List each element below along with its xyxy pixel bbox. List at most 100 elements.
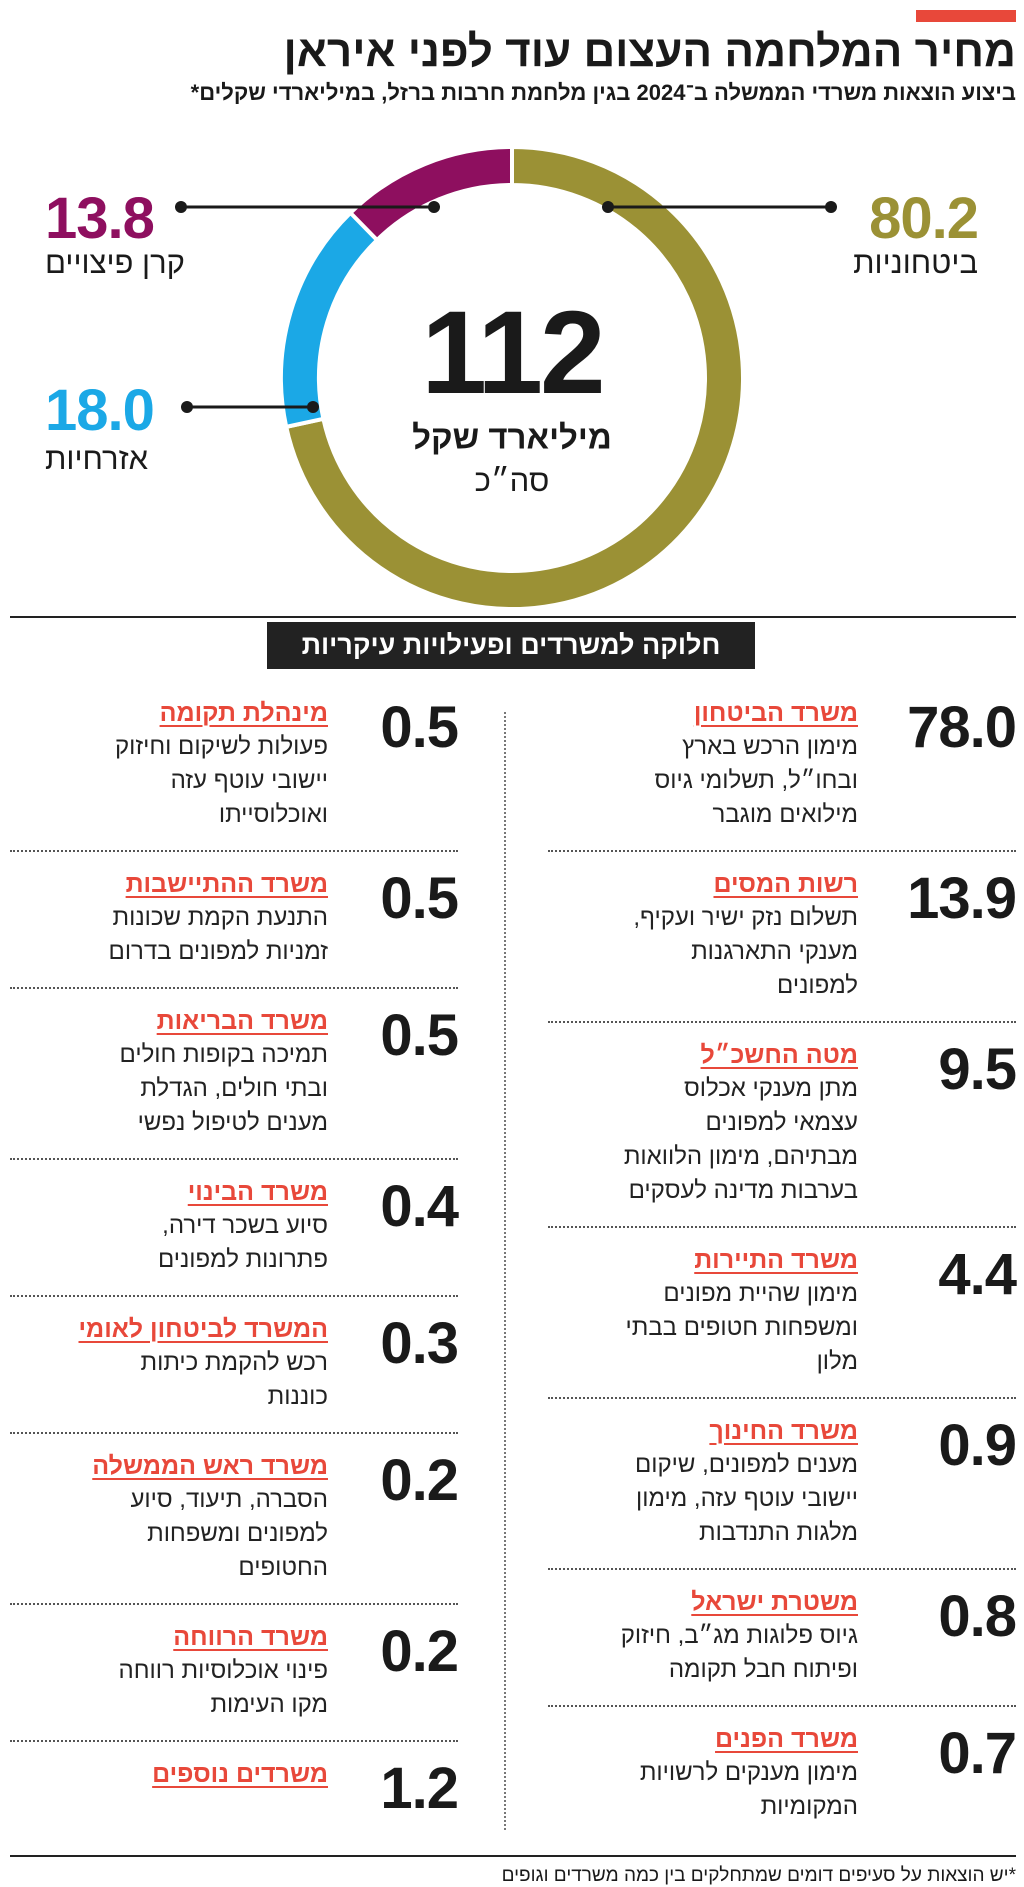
item-title: מינהלת תקומה — [159, 699, 328, 727]
leader-dot — [307, 401, 319, 413]
item-title: משרד החינוך — [709, 1417, 858, 1445]
item-description: עצמאי למפונים — [705, 1109, 858, 1136]
item-description: יישובי עוטף עזה, מימון — [636, 1485, 858, 1512]
item-description: מימון שהיית מפונים — [663, 1280, 858, 1307]
item-title: משרדים נוספים — [152, 1760, 328, 1788]
item-description: הסברה, תיעוד, סיוע — [130, 1486, 328, 1513]
item-description: מלגות התנדבות — [698, 1519, 858, 1546]
item-separator — [548, 1568, 1016, 1570]
item-value: 0.4 — [380, 1174, 459, 1239]
item-description: מקו העימות — [210, 1691, 328, 1718]
item-separator — [548, 1226, 1016, 1228]
item-value: 0.5 — [380, 1003, 459, 1068]
accent-bar — [916, 10, 1016, 22]
item-description: ואוכלוסייתו — [218, 801, 328, 828]
item-separator — [10, 1158, 458, 1160]
segment-name: אזרחיות — [45, 441, 149, 476]
item-description: ומשפחות חטופים בבתי — [625, 1314, 859, 1341]
item-title: משרד הבריאות — [156, 1007, 328, 1035]
donut-segment — [283, 144, 745, 611]
item-separator — [548, 1705, 1016, 1707]
item-value: 0.8 — [938, 1584, 1017, 1649]
section-heading: חלוקה למשרדים ופעילויות עיקריות — [267, 622, 755, 669]
item-description: רכש להקמת כיתות — [140, 1349, 329, 1376]
item-description: ובחו״ל, תשלומי גיוס — [654, 767, 858, 794]
center-unit: מיליארד שקל — [412, 419, 612, 456]
center-label: סה״כ — [475, 463, 550, 498]
item-title: משרד הרווחה — [173, 1623, 328, 1651]
item-value: 0.5 — [380, 695, 459, 760]
item-description: פינוי אוכלוסיות רווחה — [118, 1657, 328, 1684]
item-title: משרד ראש הממשלה — [92, 1452, 328, 1480]
item-description: המקומיות — [760, 1793, 858, 1820]
item-description: סיוע בשכר דירה, — [162, 1212, 328, 1239]
item-title: משטרת ישראל — [691, 1588, 858, 1616]
item-description: פתרונות למפונים — [157, 1246, 328, 1273]
leader-dot — [428, 201, 440, 213]
item-value: 1.2 — [380, 1756, 459, 1821]
title: מחיר המלחמה העצום עוד לפני איראן — [283, 27, 1016, 76]
subtitle: ביצוע הוצאות משרדי הממשלה ב־2024 בגין מל… — [190, 80, 1016, 105]
item-title: משרד התיירות — [694, 1246, 858, 1274]
item-description: מבתיהם, מימון הלוואות — [623, 1143, 858, 1170]
segment-name: קרן פיצויים — [45, 245, 185, 280]
item-description: בערבות מדינה לעסקים — [628, 1177, 858, 1204]
item-value: 13.9 — [907, 866, 1017, 931]
item-value: 0.2 — [380, 1619, 459, 1684]
item-value: 78.0 — [907, 695, 1017, 760]
item-separator — [10, 1295, 458, 1297]
item-value: 0.2 — [380, 1448, 459, 1513]
item-separator — [10, 1432, 458, 1434]
item-description: מימון מענקים לרשויות — [639, 1759, 858, 1786]
item-value: 4.4 — [938, 1242, 1017, 1307]
item-value: 0.3 — [380, 1311, 459, 1376]
item-description: גיוס פלוגות מג״ב, חיזוק — [620, 1622, 858, 1649]
item-title: משרד ההתיישבות — [125, 870, 328, 898]
item-description: מילואים מוגבר — [712, 801, 859, 828]
item-title: רשות המסים — [713, 870, 858, 898]
item-description: פעולות לשיקום וחיזוק — [114, 733, 328, 760]
donut-segment — [347, 144, 514, 243]
item-description: זמניות למפונים בדרום — [108, 938, 328, 965]
item-description: תשלום נזק ישיר ועקיף, — [633, 904, 858, 931]
item-title: משרד הביטחון — [693, 699, 858, 727]
item-title: משרד הבינוי — [187, 1178, 328, 1206]
item-description: ופיתוח חבל תקומה — [668, 1656, 858, 1683]
item-description: יישובי עוטף עזה — [170, 767, 328, 794]
item-description: התנעת הקמת שכונות — [112, 904, 328, 931]
item-value: 0.7 — [938, 1721, 1017, 1786]
item-separator — [10, 850, 458, 852]
column-divider — [504, 712, 506, 1830]
item-value: 0.5 — [380, 866, 459, 931]
leader-dot — [825, 201, 837, 213]
item-separator — [548, 850, 1016, 852]
item-description: מענקי התארגנות — [691, 938, 858, 965]
leader-dot — [602, 201, 614, 213]
item-description: מתן מענקי אכלוס — [684, 1075, 858, 1102]
item-description: כוננות — [267, 1383, 328, 1410]
item-title: משרד הפנים — [715, 1725, 858, 1753]
item-separator — [10, 1740, 458, 1742]
item-separator — [548, 1021, 1016, 1023]
item-title: מטה החשכ״ל — [700, 1041, 858, 1069]
item-separator — [548, 1397, 1016, 1399]
footnote: *יש הוצאות על סעיפים דומים שמתחלקים בין … — [501, 1865, 1016, 1886]
segment-value: 18.0 — [45, 378, 155, 443]
divider — [10, 1855, 1016, 1857]
leader-dot — [181, 401, 193, 413]
item-description: מימון הרכש בארץ — [682, 733, 858, 760]
item-description: למפונים — [777, 972, 858, 999]
divider — [10, 616, 1016, 618]
item-description: מלון — [816, 1348, 858, 1375]
item-description: ובתי חולים, הגדלת — [140, 1075, 328, 1102]
leader-dot — [175, 201, 187, 213]
segment-name: ביטחוניות — [853, 245, 978, 280]
segment-value: 13.8 — [45, 186, 155, 251]
item-description: למפונים ומשפחות — [147, 1520, 328, 1547]
item-value: 9.5 — [938, 1037, 1017, 1102]
item-value: 0.9 — [938, 1413, 1017, 1478]
item-title: המשרד לביטחון לאומי — [78, 1315, 329, 1343]
segment-value: 80.2 — [869, 186, 979, 251]
